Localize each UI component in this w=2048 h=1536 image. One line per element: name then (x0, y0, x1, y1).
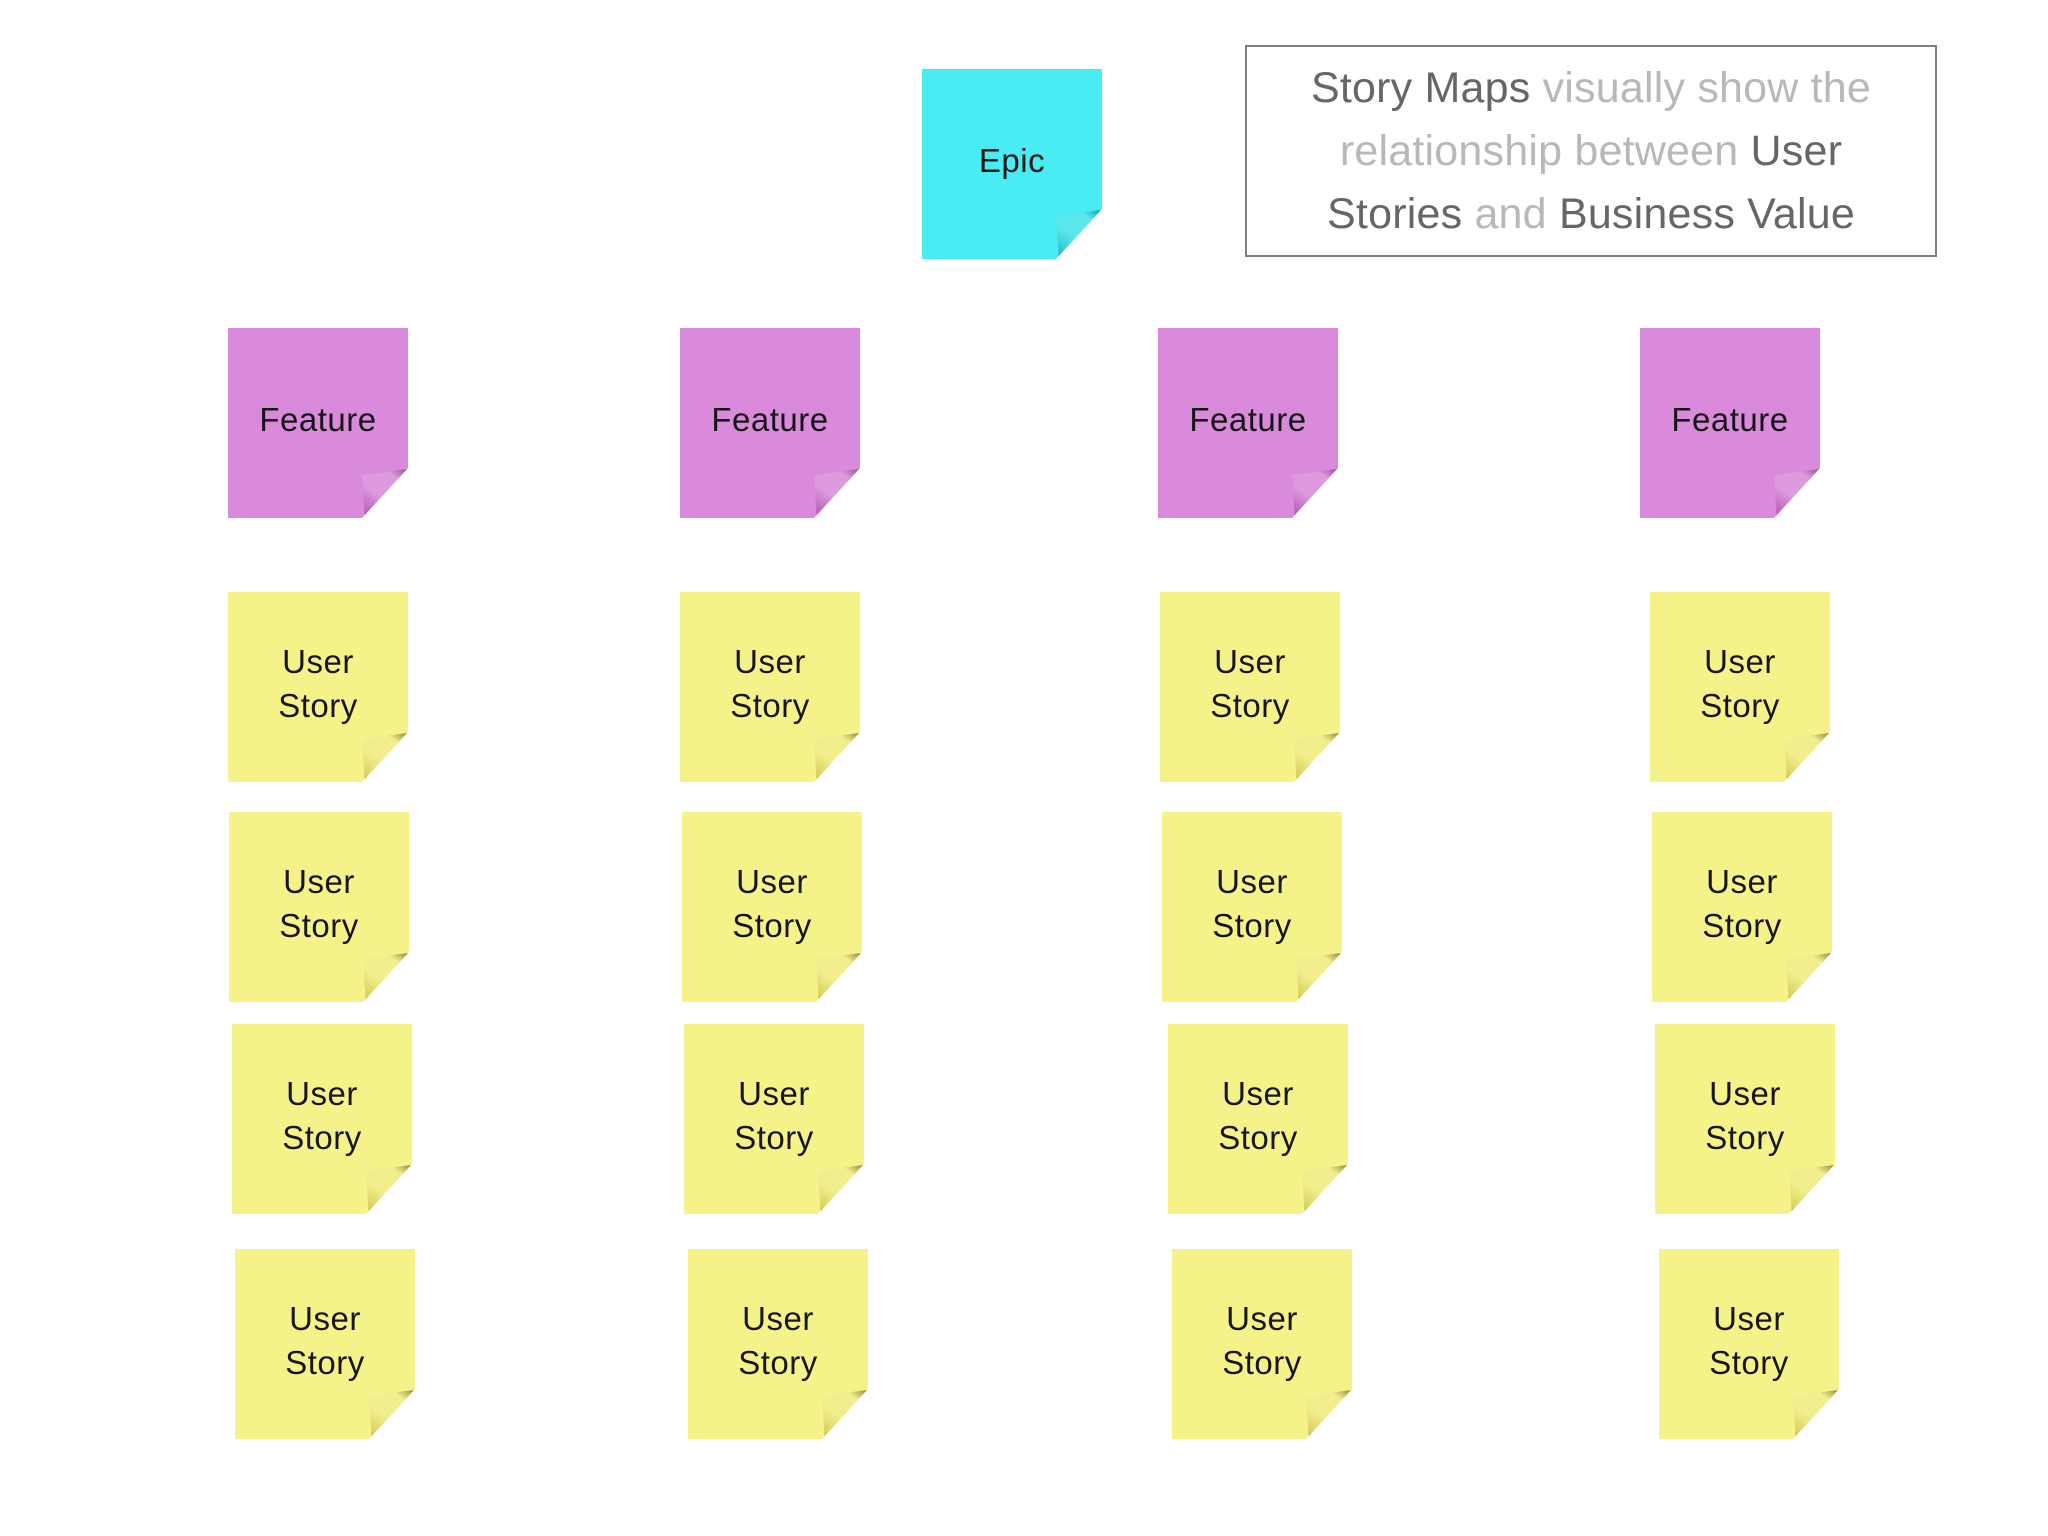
user-story-note-c2-r3[interactable]: User Story (684, 1024, 864, 1214)
caption-line-1: Story Maps visually show the (1311, 57, 1871, 120)
story-note-label: User Story (1210, 643, 1290, 724)
user-story-note-c2-r1[interactable]: User Story (680, 592, 860, 782)
caption-box: Story Maps visually show the relationshi… (1245, 45, 1937, 257)
page-curl-icon (814, 732, 860, 782)
story-note-label: User Story (282, 1075, 362, 1156)
story-note-label: User Story (1212, 863, 1292, 944)
story-note-label: User Story (732, 863, 812, 944)
caption-segment: relationship between (1339, 126, 1751, 175)
page-curl-icon (1789, 1164, 1835, 1214)
story-note-label: User Story (730, 643, 810, 724)
caption-segment: User (1750, 126, 1843, 175)
page-curl-icon (1306, 1389, 1352, 1439)
story-note-label: User Story (1700, 643, 1780, 724)
story-note-label: User Story (285, 1300, 365, 1381)
page-curl-icon (1786, 952, 1832, 1002)
user-story-note-c1-r2[interactable]: User Story (229, 812, 409, 1002)
page-curl-icon (1056, 209, 1102, 259)
story-note-label: User Story (738, 1300, 818, 1381)
user-story-note-c1-r4[interactable]: User Story (235, 1249, 415, 1439)
story-note-label: User Story (279, 863, 359, 944)
story-note-label: User Story (1702, 863, 1782, 944)
feature-note-label: Feature (1189, 401, 1307, 439)
epic-note-label: Epic (978, 142, 1046, 180)
user-story-note-c4-r2[interactable]: User Story (1652, 812, 1832, 1002)
user-story-note-c3-r4[interactable]: User Story (1172, 1249, 1352, 1439)
page-curl-icon (1784, 732, 1830, 782)
page-curl-icon (363, 952, 409, 1002)
caption-segment: and (1474, 189, 1559, 238)
feature-note-label: Feature (1671, 401, 1789, 439)
epic-note[interactable]: Epic (922, 69, 1102, 259)
user-story-note-c3-r3[interactable]: User Story (1168, 1024, 1348, 1214)
feature-note-col4[interactable]: Feature (1640, 328, 1820, 518)
story-note-label: User Story (1709, 1300, 1789, 1381)
page-curl-icon (362, 732, 408, 782)
page-curl-icon (366, 1164, 412, 1214)
caption-line-2: relationship between User (1340, 120, 1842, 183)
page-curl-icon (1793, 1389, 1839, 1439)
page-curl-icon (816, 952, 862, 1002)
user-story-note-c4-r3[interactable]: User Story (1655, 1024, 1835, 1214)
story-note-label: User Story (1222, 1300, 1302, 1381)
page-curl-icon (1296, 952, 1342, 1002)
story-note-label: User Story (1705, 1075, 1785, 1156)
user-story-note-c4-r1[interactable]: User Story (1650, 592, 1830, 782)
page-curl-icon (814, 468, 860, 518)
user-story-note-c2-r4[interactable]: User Story (688, 1249, 868, 1439)
page-curl-icon (1302, 1164, 1348, 1214)
page-curl-icon (1774, 468, 1820, 518)
page-curl-icon (1294, 732, 1340, 782)
story-note-label: User Story (278, 643, 358, 724)
feature-note-label: Feature (259, 401, 377, 439)
caption-segment: visually show the (1542, 63, 1872, 112)
feature-note-col3[interactable]: Feature (1158, 328, 1338, 518)
user-story-note-c1-r3[interactable]: User Story (232, 1024, 412, 1214)
page-curl-icon (1292, 468, 1338, 518)
user-story-note-c1-r1[interactable]: User Story (228, 592, 408, 782)
user-story-note-c2-r2[interactable]: User Story (682, 812, 862, 1002)
caption-line-3: Stories and Business Value (1327, 183, 1855, 246)
page-curl-icon (369, 1389, 415, 1439)
feature-note-col1[interactable]: Feature (228, 328, 408, 518)
page-curl-icon (818, 1164, 864, 1214)
caption-segment: Story Maps (1310, 63, 1543, 112)
story-note-label: User Story (1218, 1075, 1298, 1156)
page-curl-icon (822, 1389, 868, 1439)
feature-note-label: Feature (711, 401, 829, 439)
caption-segment: Business Value (1558, 189, 1855, 238)
user-story-note-c4-r4[interactable]: User Story (1659, 1249, 1839, 1439)
feature-note-col2[interactable]: Feature (680, 328, 860, 518)
page-curl-icon (362, 468, 408, 518)
user-story-note-c3-r2[interactable]: User Story (1162, 812, 1342, 1002)
user-story-note-c3-r1[interactable]: User Story (1160, 592, 1340, 782)
story-note-label: User Story (734, 1075, 814, 1156)
caption-segment: Stories (1327, 189, 1475, 238)
